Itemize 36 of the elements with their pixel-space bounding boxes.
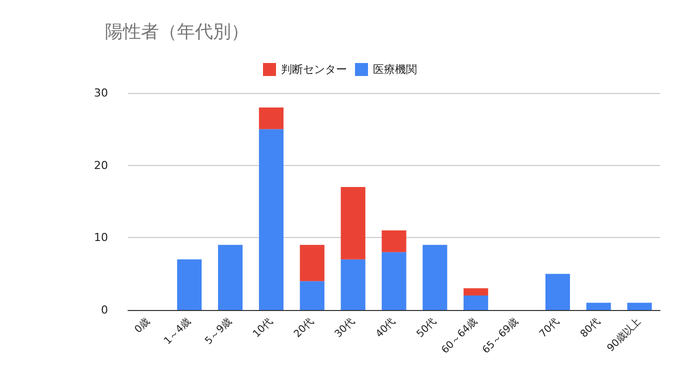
x-tick-label: 0歳: [132, 315, 152, 336]
legend-label: 医療機関: [373, 63, 417, 76]
x-tick-label: 40代: [374, 316, 398, 340]
x-tick-label: 30代: [333, 316, 357, 340]
y-tick-label: 0: [101, 304, 108, 316]
chart-title: 陽性者（年代別）: [105, 22, 249, 42]
x-tick-label: 65～69歳: [480, 315, 521, 356]
bar: [586, 302, 611, 310]
y-tick-label: 30: [94, 86, 108, 100]
x-tick-label: 50代: [414, 316, 439, 340]
bar: [545, 274, 570, 310]
bar: [627, 302, 652, 310]
bar: [340, 259, 366, 310]
bar: [340, 187, 366, 260]
bar: [300, 281, 324, 310]
y-tick-label: 10: [94, 231, 108, 244]
bar: [382, 252, 406, 310]
x-tick-label: 60～64歳: [439, 315, 480, 356]
bar: [218, 244, 243, 310]
bar: [422, 244, 448, 310]
x-tick-label: 10代: [251, 316, 276, 340]
bar: [258, 107, 284, 130]
bar: [300, 244, 324, 282]
x-tick-label: 20代: [292, 316, 316, 340]
y-tick-label: 20: [94, 158, 108, 172]
bar: [464, 296, 488, 310]
x-tick-label: 80代: [578, 316, 603, 340]
bar: [177, 259, 202, 310]
x-tick-label: 90歳以上: [604, 315, 644, 354]
legend-label: 判断センター: [281, 63, 347, 76]
bar: [464, 288, 488, 296]
bar: [258, 129, 284, 310]
bar: [382, 230, 406, 252]
x-tick-label: 1～4歳: [162, 315, 194, 348]
x-tick-label: 5～9歳: [202, 315, 234, 348]
x-tick-label: 70代: [538, 316, 562, 340]
